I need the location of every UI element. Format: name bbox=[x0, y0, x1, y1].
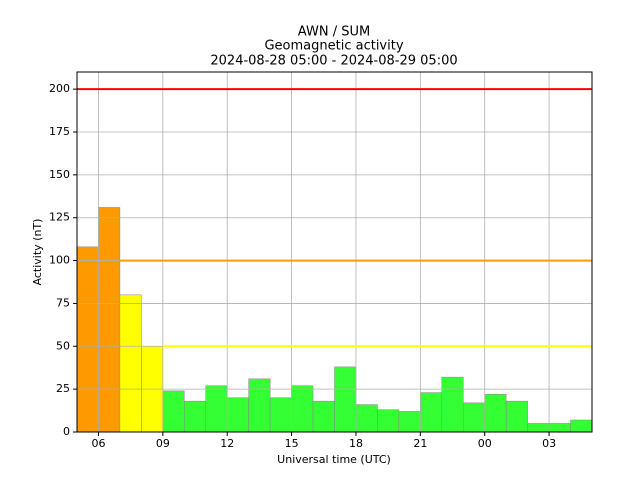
y-tick-label: 150 bbox=[49, 168, 70, 181]
bar bbox=[484, 394, 507, 433]
bar bbox=[548, 423, 571, 433]
bar bbox=[184, 400, 207, 433]
bar bbox=[355, 404, 378, 433]
bar bbox=[570, 419, 593, 433]
y-tick-label: 0 bbox=[63, 425, 70, 438]
x-tick-label: 21 bbox=[413, 437, 427, 450]
bar bbox=[377, 409, 400, 433]
bar bbox=[205, 385, 228, 433]
chart-subtitle: 2024-08-28 05:00 - 2024-08-29 05:00 bbox=[210, 54, 457, 69]
bar bbox=[334, 366, 357, 433]
x-tick-label: 06 bbox=[91, 437, 105, 450]
bar bbox=[248, 378, 271, 433]
x-axis-label: Universal time (UTC) bbox=[277, 453, 391, 466]
x-tick-label: 09 bbox=[156, 437, 170, 450]
bar bbox=[119, 294, 142, 433]
y-tick-label: 100 bbox=[49, 254, 70, 267]
bar bbox=[226, 397, 249, 433]
bar bbox=[269, 397, 292, 433]
bar bbox=[441, 376, 464, 433]
bar bbox=[463, 402, 485, 433]
bar bbox=[312, 400, 335, 433]
y-tick-label: 175 bbox=[49, 125, 70, 138]
bar bbox=[76, 246, 99, 433]
bar bbox=[420, 392, 443, 433]
chart-subtitle: Geomagnetic activity bbox=[264, 39, 403, 54]
bar bbox=[162, 390, 185, 433]
x-tick-label: 15 bbox=[285, 437, 299, 450]
bar bbox=[505, 400, 528, 433]
x-tick-label: 03 bbox=[542, 437, 556, 450]
chart-title: AWN / SUM bbox=[298, 25, 370, 40]
y-axis-label: Activity (nT) bbox=[31, 219, 44, 286]
y-tick-label: 25 bbox=[56, 382, 70, 395]
x-tick-label: 12 bbox=[220, 437, 234, 450]
y-tick-label: 125 bbox=[49, 211, 70, 224]
plot-frame bbox=[76, 71, 593, 433]
y-tick-label: 200 bbox=[49, 82, 70, 95]
x-tick-label: 18 bbox=[349, 437, 363, 450]
y-tick-label: 75 bbox=[56, 296, 70, 309]
x-tick-label: 00 bbox=[478, 437, 492, 450]
bar bbox=[398, 411, 421, 433]
y-tick-label: 50 bbox=[56, 339, 70, 352]
bar bbox=[527, 423, 550, 433]
bar bbox=[291, 385, 314, 433]
bar bbox=[98, 207, 121, 433]
